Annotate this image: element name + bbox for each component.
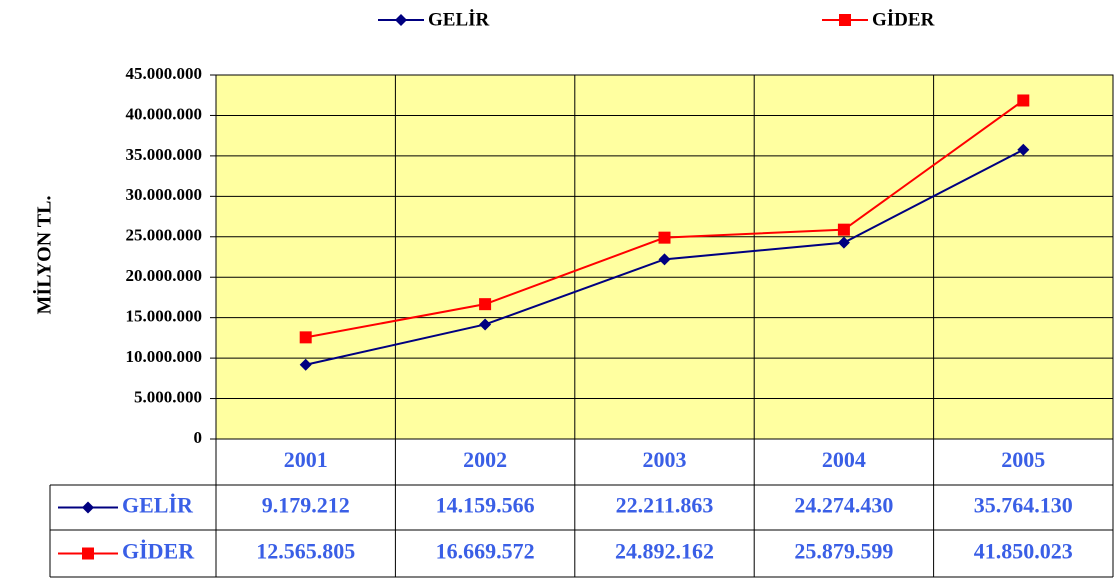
x-tick-label: 2004 [822, 447, 866, 472]
legend-marker [82, 501, 94, 514]
table-row-label: GELİR [122, 493, 194, 518]
y-tick-label: 5.000.000 [134, 387, 202, 406]
x-tick-label: 2003 [643, 447, 687, 472]
point [837, 236, 850, 249]
x-tick-label: 2002 [463, 447, 507, 472]
y-tick-label: 25.000.000 [126, 226, 203, 245]
y-tick-label: 40.000.000 [126, 104, 203, 123]
data-label: 24.274.430 [794, 493, 893, 518]
legend-marker [82, 547, 94, 560]
point [479, 318, 492, 331]
x-tick-label: 2005 [1001, 447, 1045, 472]
y-tick-label: 0 [194, 428, 203, 447]
y-tick-label: 10.000.000 [126, 347, 203, 366]
legend-label: GELİR [428, 9, 490, 30]
data-label: 14.159.566 [436, 493, 535, 518]
legend-marker [839, 14, 851, 26]
data-label: 9.179.212 [262, 493, 350, 518]
y-tick-label: 15.000.000 [126, 307, 203, 326]
data-label: 24.892.162 [615, 539, 714, 564]
y-axis-label: MİLYON TL. [32, 196, 56, 315]
data-label: 16.669.572 [436, 539, 535, 564]
table-row-label: GİDER [122, 539, 195, 564]
data-label: 41.850.023 [974, 539, 1073, 564]
point [837, 223, 850, 236]
point [299, 331, 312, 344]
data-label: 22.211.863 [616, 493, 714, 518]
legend-label: GİDER [872, 9, 935, 30]
data-label: 12.565.805 [256, 539, 355, 564]
y-tick-label: 45.000.000 [126, 64, 203, 83]
point [1017, 143, 1030, 156]
point [658, 231, 671, 244]
y-tick-label: 35.000.000 [126, 145, 203, 164]
point [1017, 94, 1030, 107]
y-tick-label: 30.000.000 [126, 185, 203, 204]
point [658, 253, 671, 266]
x-tick-label: 2001 [284, 447, 328, 472]
point [479, 298, 492, 311]
data-label: 25.879.599 [794, 539, 893, 564]
y-tick-label: 20.000.000 [126, 266, 203, 285]
data-label: 35.764.130 [974, 493, 1073, 518]
legend-marker [395, 14, 407, 26]
point [299, 358, 312, 371]
